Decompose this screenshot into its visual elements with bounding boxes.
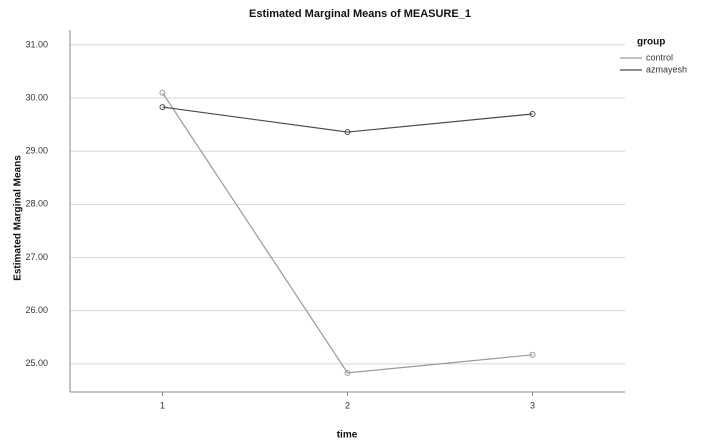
point [159,89,166,96]
chart-title: Estimated Marginal Means of MEASURE_1 [249,8,471,20]
y-tick-label: 29.00 [25,146,48,156]
series-line [162,106,533,133]
legend-title: group [637,37,665,48]
x-tick-label: 1 [160,400,165,410]
y-axis-label: Estimated Marginal Means [13,155,24,281]
series-line [161,92,533,374]
y-tick-label: 27.00 [25,252,48,262]
x-axis-label: time [337,430,358,441]
y-tick-label: 30.00 [25,92,48,102]
x-tick-label: 3 [530,400,535,410]
y-tick-label: 28.00 [25,199,48,209]
y-tick-label: 25.00 [25,358,48,368]
point [344,369,351,376]
y-tick-label: 26.00 [25,305,48,315]
legend-label: control [646,52,673,62]
y-tick-label: 31.00 [25,39,48,49]
point [159,104,166,111]
point [529,110,536,117]
x-tick-label: 2 [345,400,350,410]
point [529,351,536,358]
point [344,129,351,136]
legend-label: azmayesh [646,64,687,74]
